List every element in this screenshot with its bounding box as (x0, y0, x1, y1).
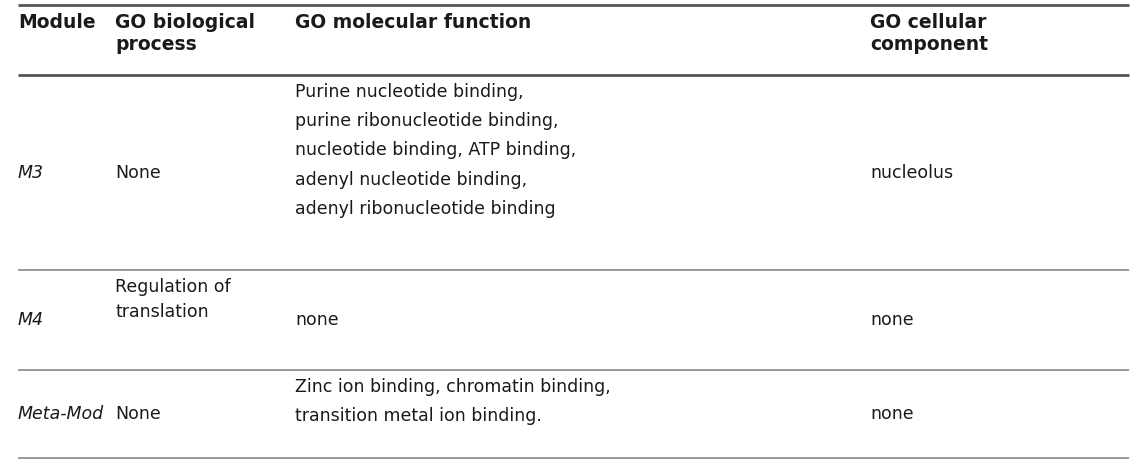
Text: None: None (116, 405, 161, 423)
Text: nucleolus: nucleolus (869, 163, 953, 182)
Text: Purine nucleotide binding,
purine ribonucleotide binding,
nucleotide binding, AT: Purine nucleotide binding, purine ribonu… (295, 83, 577, 218)
Text: Module: Module (18, 13, 96, 32)
Text: GO molecular function: GO molecular function (295, 13, 531, 32)
Text: none: none (295, 311, 339, 329)
Text: GO biological
process: GO biological process (116, 13, 255, 54)
Text: Regulation of
translation: Regulation of translation (116, 278, 231, 321)
Text: M3: M3 (18, 163, 43, 182)
Text: M4: M4 (18, 311, 43, 329)
Text: none: none (869, 405, 914, 423)
Text: None: None (116, 163, 161, 182)
Text: GO cellular
component: GO cellular component (869, 13, 988, 54)
Text: Zinc ion binding, chromatin binding,
transition metal ion binding.: Zinc ion binding, chromatin binding, tra… (295, 378, 611, 425)
Text: Meta-Mod: Meta-Mod (18, 405, 104, 423)
Text: none: none (869, 311, 914, 329)
